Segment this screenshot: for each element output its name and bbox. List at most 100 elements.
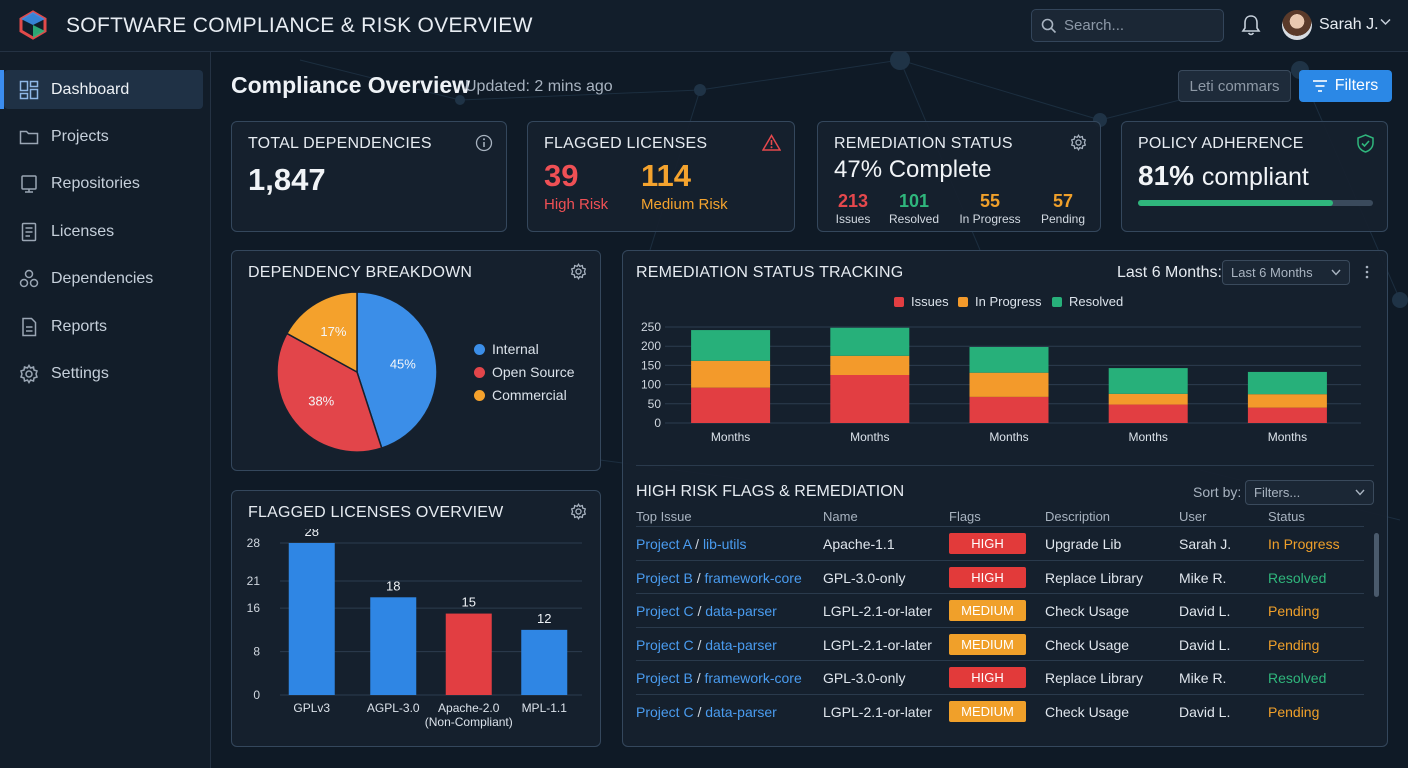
resolved-count: 101 — [898, 191, 930, 211]
info-icon[interactable] — [475, 134, 493, 152]
table-row[interactable]: Project B / framework-core GPL-3.0-only HI… — [636, 559, 1364, 593]
legend-label: Open Source — [492, 364, 575, 380]
bar-value-label: 18 — [386, 578, 400, 593]
flag-badge: MEDIUM — [949, 700, 1026, 722]
status-cell: Pending — [1268, 603, 1320, 619]
notification-bell-icon[interactable] — [1241, 14, 1261, 36]
table-row[interactable]: Project C / data-parser LGPL-2.1-or-later… — [636, 693, 1364, 727]
top-issue-cell: Project B / framework-core — [636, 570, 802, 586]
sort-select[interactable]: Filters... — [1245, 480, 1374, 505]
user-cell: David L. — [1179, 636, 1231, 653]
avatar[interactable] — [1282, 10, 1312, 40]
component-link[interactable]: framework-core — [704, 670, 802, 686]
page-title: Compliance Overview — [231, 72, 471, 98]
policy-adherence-card: POLICY ADHERENCE 81% compliant — [1121, 121, 1388, 232]
gear-icon[interactable] — [1070, 134, 1087, 151]
card-title: REMEDIATION STATUS — [834, 135, 1013, 152]
license-name-cell: LGPL-2.1-or-later — [823, 636, 932, 653]
policy-progress-fill — [1138, 200, 1334, 206]
legend-label: Issues — [911, 294, 949, 309]
search-box[interactable] — [1031, 9, 1224, 42]
pie-slice-commercial — [285, 291, 358, 374]
y-tick-label: 250 — [641, 320, 661, 334]
sidebar-item-reports[interactable]: Reports — [4, 307, 203, 346]
sidebar-item-dependencies[interactable]: Dependencies — [4, 259, 203, 298]
stacked-bar-segment — [830, 327, 910, 356]
user-name[interactable]: Sarah J. — [1319, 16, 1379, 33]
component-link[interactable]: lib-utils — [702, 536, 747, 552]
user-cell: David L. — [1179, 703, 1231, 720]
stacked-bar-segment — [1247, 371, 1327, 395]
project-link[interactable]: Project B — [636, 569, 693, 586]
filters-button[interactable]: Filters — [1299, 70, 1392, 102]
medium-risk-count: 114 — [641, 158, 692, 193]
description-cell: Check Usage — [1045, 603, 1130, 619]
bar-value-label: 12 — [537, 611, 551, 626]
status-cell: Pending — [1268, 703, 1320, 720]
column-header: User — [1179, 509, 1207, 524]
range-select-value: Last 6 Months — [1231, 265, 1313, 280]
more-options-icon[interactable] — [1364, 264, 1370, 280]
table-row[interactable]: Project A / lib-utils Apache-1.1 HIGH Upgra… — [636, 526, 1364, 559]
top-issue-cell: Project C / data-parser — [636, 704, 777, 720]
path-separator: / — [692, 670, 705, 686]
filters-button-label: Filters — [1334, 77, 1379, 94]
remediation-stacked-bar-chart: 0 50 100 150 200 250 Months Months Months Months M… — [641, 320, 1361, 444]
project-link[interactable]: Project C — [636, 636, 694, 653]
status-cell: Resolved — [1268, 670, 1327, 686]
project-link[interactable]: Project B — [636, 670, 693, 686]
flag-badge: MEDIUM — [949, 600, 1026, 621]
range-select[interactable]: Last 6 Months — [1222, 260, 1350, 285]
table-scrollbar[interactable] — [1374, 533, 1379, 597]
stacked-bar-segment — [1247, 407, 1327, 423]
repository-icon — [21, 174, 37, 193]
status-cell: Resolved — [1268, 569, 1327, 586]
legend-issues: Issues — [894, 294, 949, 309]
card-title: TOTAL DEPENDENCIES — [248, 135, 432, 152]
y-tick-label: 100 — [641, 378, 661, 392]
gear-icon[interactable] — [570, 503, 587, 520]
column-header: Flags — [949, 509, 981, 524]
table-row[interactable]: Project C / data-parser LGPL-2.1-or-later… — [636, 593, 1364, 626]
chevron-down-icon[interactable] — [1380, 18, 1391, 26]
legend-swatch — [474, 389, 485, 401]
component-link[interactable]: data-parser — [705, 703, 777, 720]
table-row[interactable]: Project B / framework-core GPL-3.0-only HI… — [636, 660, 1364, 693]
range-label: Last 6 Months: — [1117, 264, 1222, 281]
stacked-bar-segment — [969, 346, 1049, 373]
pie-slice-label: 38% — [308, 394, 334, 409]
path-separator: / — [691, 536, 703, 552]
legend-resolved: Resolved — [1052, 294, 1123, 309]
sidebar-item-label: Dashboard — [51, 80, 130, 98]
description-cell: Replace Library — [1045, 569, 1144, 586]
table-row[interactable]: Project C / data-parser LGPL-2.1-or-later… — [636, 626, 1364, 660]
sidebar-item-repositories[interactable]: Repositories — [4, 164, 203, 203]
sidebar-item-licenses[interactable]: Licenses — [4, 212, 203, 251]
project-link[interactable]: Project C — [636, 703, 694, 720]
sidebar-item-dashboard[interactable]: Dashboard — [0, 70, 203, 109]
x-tick-label: Months — [711, 430, 750, 444]
report-icon — [22, 317, 37, 336]
section-divider — [636, 465, 1374, 466]
sidebar-item-projects[interactable]: Projects — [4, 117, 203, 156]
project-link[interactable]: Project C — [636, 603, 694, 619]
sidebar-item-settings[interactable]: Settings — [4, 354, 203, 393]
secondary-button[interactable]: Leti commars — [1178, 70, 1291, 102]
x-tick-label: Months — [1129, 430, 1168, 444]
y-tick-label: 21 — [247, 574, 261, 588]
shield-check-icon — [1357, 134, 1374, 153]
gear-icon[interactable] — [570, 263, 587, 280]
project-link[interactable]: Project A — [636, 536, 692, 552]
legend-label: Internal — [492, 341, 539, 357]
warning-icon — [762, 134, 781, 151]
component-link[interactable]: data-parser — [705, 603, 777, 619]
sort-label: Sort by: — [1193, 484, 1242, 500]
policy-suffix: compliant — [1201, 163, 1309, 191]
component-link[interactable]: data-parser — [705, 636, 777, 653]
y-tick-label: 0 — [253, 688, 260, 702]
legend-internal: Internal — [474, 341, 539, 357]
y-tick-label: 50 — [648, 397, 662, 411]
search-input[interactable] — [1064, 17, 1214, 34]
total-dependencies-card: TOTAL DEPENDENCIES 1,847 — [231, 121, 507, 232]
component-link[interactable]: framework-core — [704, 569, 802, 586]
